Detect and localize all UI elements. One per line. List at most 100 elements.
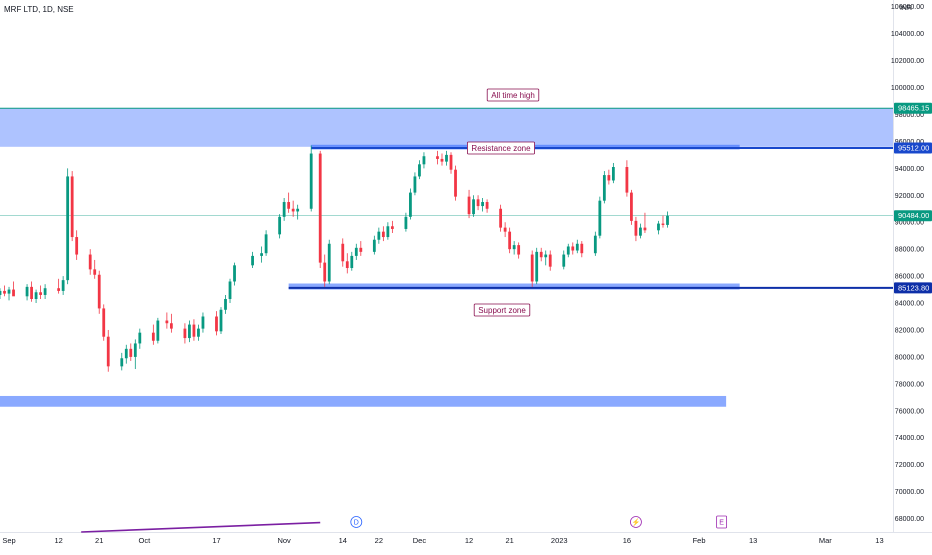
candle[interactable] xyxy=(278,214,282,239)
candle[interactable] xyxy=(3,285,6,297)
candle[interactable] xyxy=(539,247,543,262)
candle[interactable] xyxy=(192,319,196,341)
candle[interactable] xyxy=(593,231,597,256)
candle[interactable] xyxy=(372,235,376,255)
candle[interactable] xyxy=(611,162,615,184)
candle[interactable] xyxy=(129,343,133,361)
candle[interactable] xyxy=(377,227,381,244)
candle[interactable] xyxy=(666,211,669,228)
candle[interactable] xyxy=(260,246,263,263)
candle[interactable] xyxy=(562,250,566,270)
candle[interactable] xyxy=(481,197,484,212)
candle[interactable] xyxy=(282,197,286,221)
candle[interactable] xyxy=(251,251,254,269)
candle[interactable] xyxy=(418,160,421,180)
candle[interactable] xyxy=(106,329,110,372)
candle[interactable] xyxy=(390,220,394,234)
candle[interactable] xyxy=(30,281,33,302)
candle[interactable] xyxy=(607,169,611,185)
candle[interactable] xyxy=(639,223,642,239)
candle[interactable] xyxy=(291,200,295,217)
candle[interactable] xyxy=(25,284,29,301)
candle[interactable] xyxy=(530,250,534,287)
candle[interactable] xyxy=(57,278,61,294)
candle[interactable] xyxy=(436,150,439,165)
candle[interactable] xyxy=(183,323,187,344)
candle[interactable] xyxy=(381,226,385,242)
candle[interactable] xyxy=(602,171,606,204)
candle[interactable] xyxy=(296,204,300,220)
candle[interactable] xyxy=(449,152,453,174)
candle[interactable] xyxy=(575,239,579,254)
candle[interactable] xyxy=(499,204,503,232)
candle[interactable] xyxy=(467,189,471,219)
candle[interactable] xyxy=(233,262,236,286)
candle[interactable] xyxy=(345,253,349,274)
candle[interactable] xyxy=(39,285,42,299)
candle[interactable] xyxy=(93,259,97,279)
candle[interactable] xyxy=(508,227,512,254)
candle[interactable] xyxy=(485,199,489,213)
candle[interactable] xyxy=(197,324,200,341)
candle[interactable] xyxy=(228,278,232,304)
dividend-icon[interactable]: D xyxy=(350,516,363,528)
candle[interactable] xyxy=(634,216,638,242)
candle[interactable] xyxy=(625,160,629,197)
candle[interactable] xyxy=(661,215,665,228)
candle[interactable] xyxy=(440,153,444,166)
price-zone-3[interactable] xyxy=(0,395,727,407)
candle[interactable] xyxy=(66,168,70,285)
candle[interactable] xyxy=(566,243,570,258)
candle[interactable] xyxy=(571,242,575,255)
price-zone-2[interactable] xyxy=(288,283,740,290)
all-time-high-annotation[interactable]: All time high xyxy=(486,88,540,102)
candle[interactable] xyxy=(215,311,218,336)
support-zone-annotation[interactable]: Support zone xyxy=(473,303,531,317)
candle[interactable] xyxy=(156,317,160,344)
candle[interactable] xyxy=(643,212,647,234)
candle[interactable] xyxy=(70,171,74,242)
candle[interactable] xyxy=(404,212,408,232)
candle[interactable] xyxy=(201,312,205,333)
candle[interactable] xyxy=(97,270,101,314)
candle[interactable] xyxy=(43,284,47,299)
candle[interactable] xyxy=(102,304,106,341)
candle[interactable] xyxy=(580,241,584,258)
candle[interactable] xyxy=(544,250,548,266)
candle[interactable] xyxy=(657,220,660,235)
candle[interactable] xyxy=(476,195,480,211)
trend-line[interactable] xyxy=(81,521,321,533)
candle[interactable] xyxy=(409,188,412,220)
candle[interactable] xyxy=(169,313,173,333)
candle[interactable] xyxy=(219,307,223,335)
candle[interactable] xyxy=(264,230,268,256)
candle[interactable] xyxy=(327,239,331,285)
price-zone-0[interactable] xyxy=(0,108,893,147)
candle[interactable] xyxy=(120,352,124,371)
candle[interactable] xyxy=(472,195,475,217)
candle[interactable] xyxy=(503,222,507,238)
candle[interactable] xyxy=(323,254,327,287)
candle[interactable] xyxy=(151,324,155,345)
candle[interactable] xyxy=(165,312,169,329)
candle[interactable] xyxy=(535,247,539,285)
candle[interactable] xyxy=(512,241,516,255)
candle[interactable] xyxy=(454,165,457,201)
resistance-zone-annotation[interactable]: Resistance zone xyxy=(467,141,535,155)
candle[interactable] xyxy=(224,294,227,314)
candle[interactable] xyxy=(359,241,363,256)
candle[interactable] xyxy=(350,251,354,271)
candle[interactable] xyxy=(598,196,602,239)
candle[interactable] xyxy=(7,286,11,301)
candle[interactable] xyxy=(34,289,38,304)
candle[interactable] xyxy=(88,249,92,275)
candle[interactable] xyxy=(422,152,426,169)
candle[interactable] xyxy=(413,172,417,196)
candle[interactable] xyxy=(318,150,322,269)
candle[interactable] xyxy=(287,192,291,213)
candle[interactable] xyxy=(124,344,128,364)
candle[interactable] xyxy=(630,189,633,225)
candle[interactable] xyxy=(75,230,79,260)
candle[interactable] xyxy=(0,288,2,299)
